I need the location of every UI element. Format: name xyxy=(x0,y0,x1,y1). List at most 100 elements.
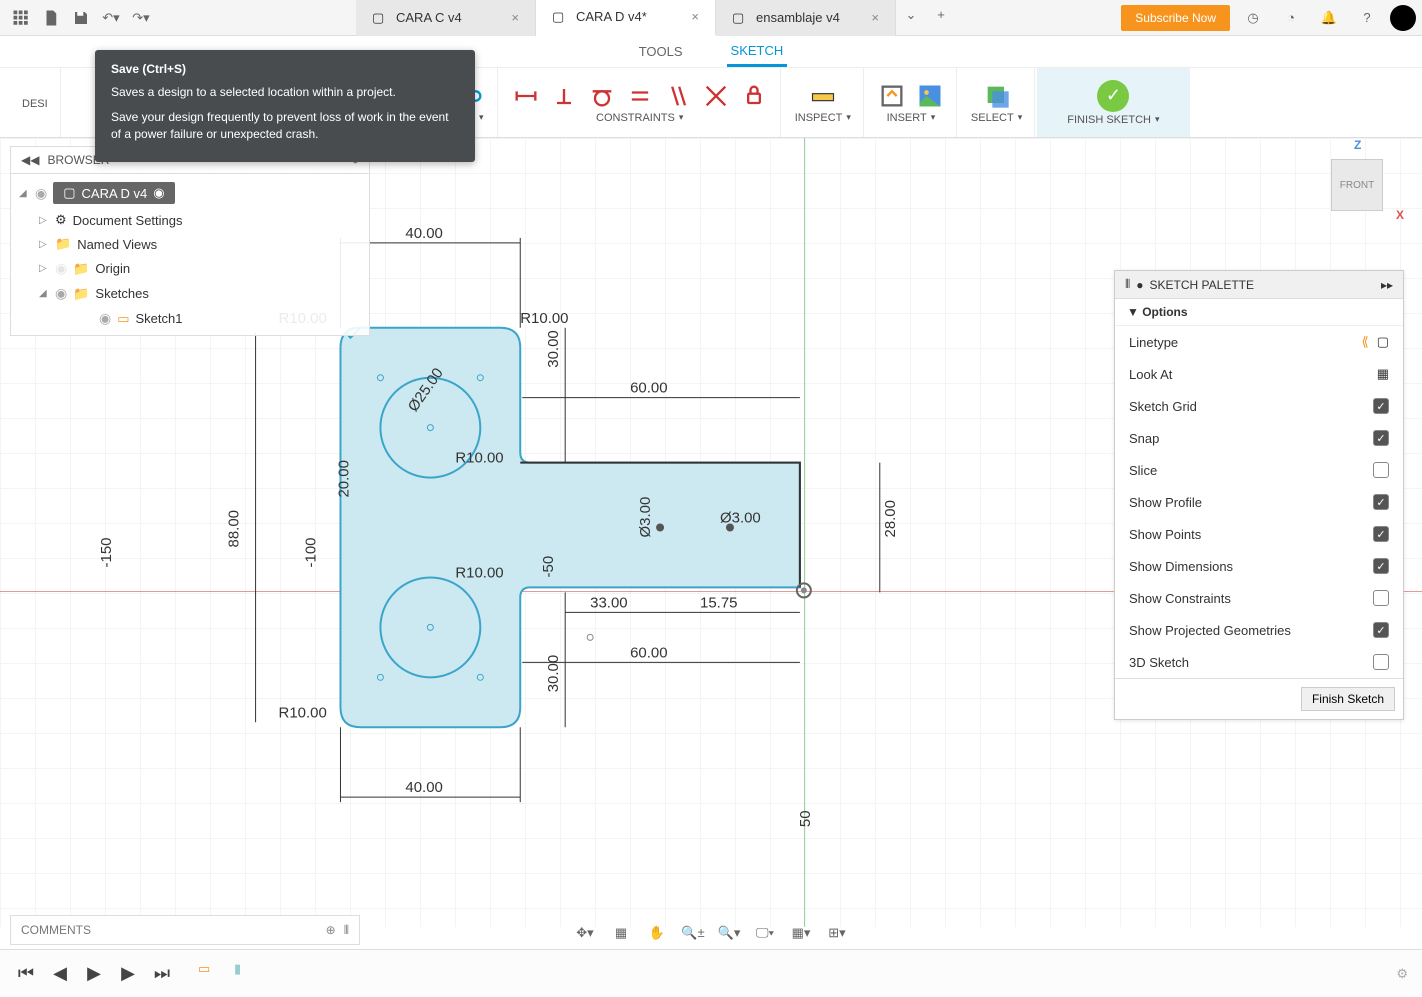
tab-cara-c[interactable]: ▢CARA C v4× xyxy=(356,0,536,36)
display-icon[interactable]: 🖵▾ xyxy=(753,921,777,945)
gear-icon: ⚙ xyxy=(55,212,67,228)
palette-checkbox[interactable]: ✓ xyxy=(1373,398,1389,414)
tree-sketch1[interactable]: ◉▭Sketch1 xyxy=(11,306,369,331)
tab-ensamblaje[interactable]: ▢ensamblaje v4× xyxy=(716,0,896,36)
palette-option-row: Slice xyxy=(1115,454,1403,486)
grid-menu-icon[interactable] xyxy=(6,3,36,33)
new-tab-icon[interactable]: + xyxy=(926,0,956,30)
comments-label: COMMENTS xyxy=(21,923,91,937)
insert-svg-icon[interactable] xyxy=(878,82,906,110)
tab-dropdown-icon[interactable]: ⌄ xyxy=(896,0,926,30)
visibility-icon[interactable]: ◉ xyxy=(55,285,67,302)
undo-icon[interactable]: ↶▾ xyxy=(96,3,126,33)
grid-display-icon[interactable]: ▦▾ xyxy=(789,921,813,945)
coincident-icon[interactable] xyxy=(702,82,730,110)
tree-origin[interactable]: ▷◉📁Origin xyxy=(11,256,369,281)
tab-cara-d[interactable]: ▢CARA D v4*× xyxy=(536,0,716,36)
horizontal-constraint-icon[interactable] xyxy=(512,82,540,110)
select-icon[interactable] xyxy=(983,82,1011,110)
timeline-end-icon[interactable]: ⏭ xyxy=(150,963,174,984)
viewport-icon[interactable]: ⊞▾ xyxy=(825,921,849,945)
lookat-icon[interactable]: ▦ xyxy=(609,921,633,945)
pan-icon[interactable]: ✋ xyxy=(645,921,669,945)
tree-sketches[interactable]: ◢◉📁Sketches xyxy=(11,281,369,306)
linetype-center-icon[interactable]: ▢ xyxy=(1377,334,1389,350)
tree-named-views[interactable]: ▷📁Named Views xyxy=(11,232,369,256)
radio-icon[interactable]: ◉ xyxy=(153,185,164,201)
subscribe-button[interactable]: Subscribe Now xyxy=(1121,5,1230,31)
comments-bar[interactable]: COMMENTS ⊕ ⦀ xyxy=(10,915,360,945)
palette-option-row: Show Dimensions✓ xyxy=(1115,550,1403,582)
timeline-sketch-feature-icon[interactable]: ▭ xyxy=(198,961,224,987)
tab-tools[interactable]: TOOLS xyxy=(635,38,687,65)
close-icon[interactable]: × xyxy=(511,10,519,25)
palette-checkbox[interactable] xyxy=(1373,654,1389,670)
tree-root-row[interactable]: ◢ ◉ ▢CARA D v4◉ xyxy=(11,178,369,208)
viewcube-face[interactable]: FRONT xyxy=(1331,159,1383,211)
timeline-bar: ⏮ ◀ ▶ ▶ ⏭ ▭ ▮ ⚙ xyxy=(0,949,1422,997)
help-icon[interactable]: ? xyxy=(1352,3,1382,33)
close-icon[interactable]: × xyxy=(871,10,879,25)
save-icon[interactable] xyxy=(66,3,96,33)
visibility-icon[interactable]: ◉ xyxy=(55,260,67,277)
ribbon-inspect[interactable]: INSPECT xyxy=(783,68,864,137)
expand-icon[interactable]: ◢ xyxy=(19,188,29,199)
fix-icon[interactable] xyxy=(740,82,768,110)
tree-label: Origin xyxy=(95,261,130,276)
jobs-icon[interactable]: ◔ xyxy=(1276,3,1306,33)
collapse-arrows-icon[interactable]: ◀◀ xyxy=(21,153,39,167)
tab-label: ensamblaje v4 xyxy=(756,10,840,25)
visibility-icon[interactable]: ◉ xyxy=(99,310,111,327)
linetype-construction-icon[interactable]: ⟪ xyxy=(1361,334,1368,350)
palette-checkbox[interactable]: ✓ xyxy=(1373,622,1389,638)
palette-checkbox[interactable] xyxy=(1373,590,1389,606)
add-comment-icon[interactable]: ⊕ xyxy=(326,923,336,937)
finish-sketch-button[interactable]: Finish Sketch xyxy=(1301,687,1395,711)
view-cube[interactable]: Z FRONT X xyxy=(1322,150,1392,220)
extensions-icon[interactable]: ◷ xyxy=(1238,3,1268,33)
close-icon[interactable]: × xyxy=(691,9,699,24)
fit-icon[interactable]: 🔍▾ xyxy=(717,921,741,945)
save-tooltip: Save (Ctrl+S) Saves a design to a select… xyxy=(95,50,475,162)
timeline-marker-icon[interactable]: ▮ xyxy=(234,961,260,987)
palette-option-row: Snap✓ xyxy=(1115,422,1403,454)
perpendicular-icon[interactable] xyxy=(550,82,578,110)
palette-section-options[interactable]: ▼ Options xyxy=(1115,299,1403,326)
orbit-icon[interactable]: ✥▾ xyxy=(573,921,597,945)
lookat-icon[interactable]: ▦ xyxy=(1377,366,1389,382)
palette-collapse-icon[interactable]: ● xyxy=(1136,278,1143,292)
tree-doc-settings[interactable]: ▷⚙Document Settings xyxy=(11,208,369,232)
ribbon-insert[interactable]: INSERT xyxy=(866,68,957,137)
user-avatar[interactable] xyxy=(1390,5,1416,31)
timeline-start-icon[interactable]: ⏮ xyxy=(14,963,38,984)
tree-label: Sketches xyxy=(95,286,148,301)
ribbon-design[interactable]: DESI xyxy=(10,68,61,137)
file-icon[interactable] xyxy=(36,3,66,33)
timeline-next-icon[interactable]: ▶ xyxy=(116,963,140,984)
palette-checkbox[interactable]: ✓ xyxy=(1373,430,1389,446)
tab-sketch[interactable]: SKETCH xyxy=(727,37,788,67)
tree-label: Named Views xyxy=(77,237,157,252)
insert-image-icon[interactable] xyxy=(916,82,944,110)
timeline-settings-icon[interactable]: ⚙ xyxy=(1396,966,1408,982)
tangent-icon[interactable] xyxy=(588,82,616,110)
measure-icon[interactable] xyxy=(809,82,837,110)
parallel-icon[interactable] xyxy=(664,82,692,110)
ribbon-finish-sketch[interactable]: ✓ FINISH SKETCH xyxy=(1037,68,1189,137)
palette-checkbox[interactable]: ✓ xyxy=(1373,494,1389,510)
ribbon-select[interactable]: SELECT xyxy=(959,68,1035,137)
zoom-icon[interactable]: 🔍± xyxy=(681,921,705,945)
palette-handle-icon[interactable]: ⦀ xyxy=(1125,277,1130,292)
redo-icon[interactable]: ↷▾ xyxy=(126,3,156,33)
palette-checkbox[interactable]: ✓ xyxy=(1373,558,1389,574)
timeline-prev-icon[interactable]: ◀ xyxy=(48,963,72,984)
notifications-icon[interactable]: 🔔 xyxy=(1314,3,1344,33)
equal-icon[interactable] xyxy=(626,82,654,110)
palette-checkbox[interactable] xyxy=(1373,462,1389,478)
timeline-play-icon[interactable]: ▶ xyxy=(82,963,106,984)
finish-check-icon[interactable]: ✓ xyxy=(1097,80,1129,112)
palette-checkbox[interactable]: ✓ xyxy=(1373,526,1389,542)
visibility-icon[interactable]: ◉ xyxy=(35,185,47,202)
comments-handle-icon[interactable]: ⦀ xyxy=(344,923,349,938)
palette-expand-icon[interactable]: ▸▸ xyxy=(1381,278,1393,292)
